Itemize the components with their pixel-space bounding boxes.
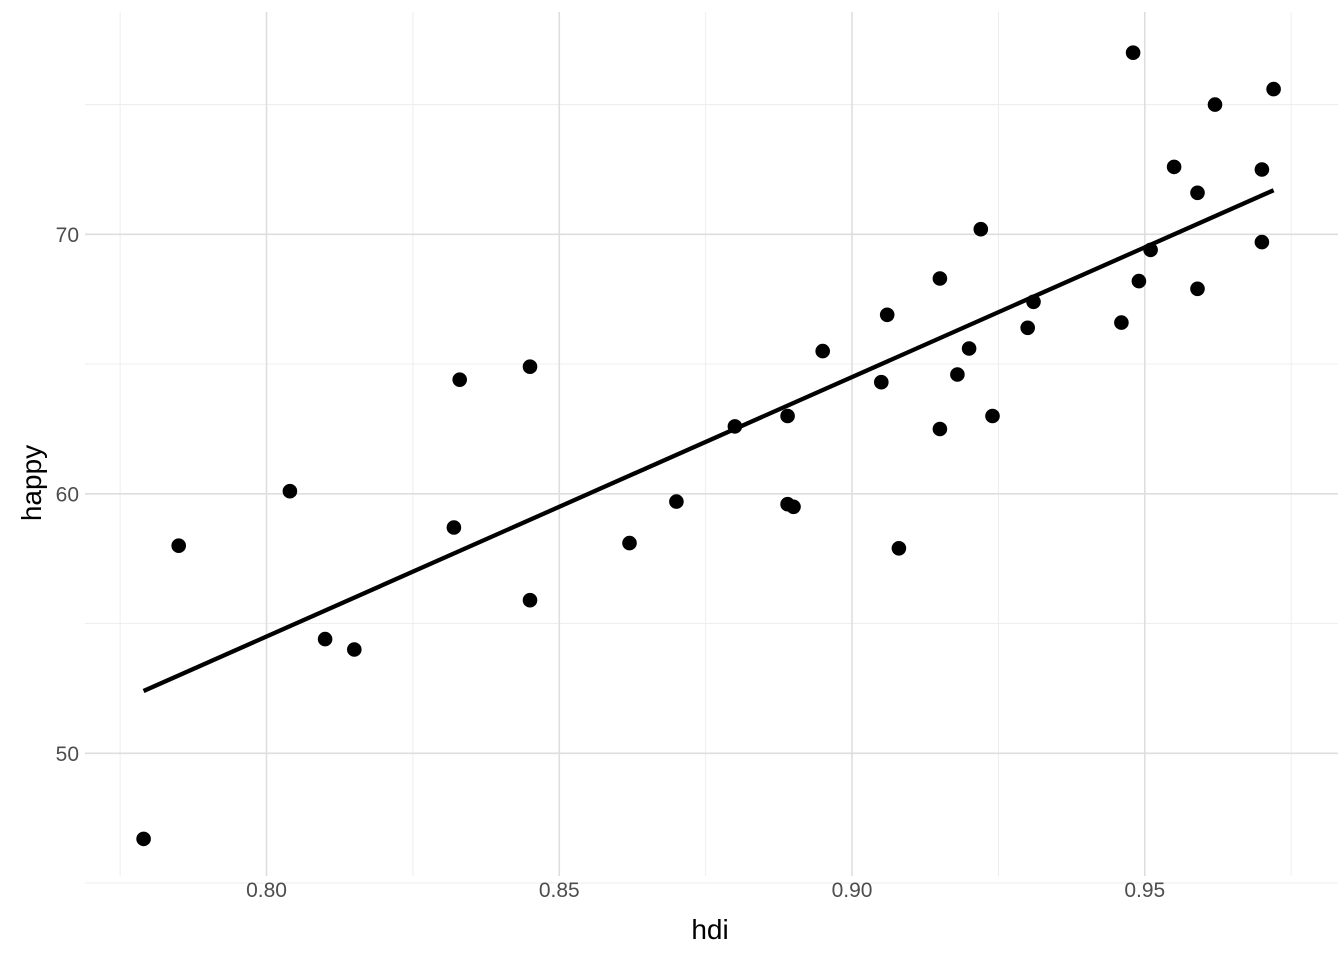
data-point (1254, 234, 1270, 250)
data-point (1190, 185, 1205, 201)
y-tick-label: 60 (56, 483, 79, 506)
y-tick-label: 70 (56, 224, 79, 247)
data-point (727, 419, 743, 434)
data-point (1143, 242, 1158, 258)
data-point (1131, 273, 1147, 289)
x-tick-label: 0.95 (1124, 879, 1165, 902)
data-point (891, 541, 907, 556)
y-tick-label: 50 (56, 743, 79, 766)
data-point (786, 499, 801, 515)
data-point (452, 372, 468, 388)
x-tick-label: 0.85 (539, 879, 580, 902)
x-axis-tick-labels: 0.80 0.85 0.90 0.95 (246, 879, 1165, 902)
data-point (1254, 162, 1270, 177)
trend-line (142, 188, 1275, 693)
x-tick-label: 0.90 (832, 879, 873, 902)
data-point (1125, 45, 1141, 60)
data-point (932, 271, 948, 286)
x-axis-title: hdi (691, 914, 728, 945)
data-point (522, 592, 538, 608)
major-gridlines (85, 12, 1338, 876)
data-point (347, 642, 362, 657)
data-point (446, 520, 462, 535)
data-point (282, 483, 298, 499)
data-point (522, 359, 538, 375)
data-point (973, 221, 989, 237)
data-point (1020, 320, 1035, 336)
data-point (1166, 159, 1182, 175)
data-point (622, 535, 637, 551)
data-point (780, 408, 795, 424)
data-point (815, 343, 830, 359)
y-axis-tick-labels: 50 60 70 (56, 224, 79, 766)
data-point (1266, 81, 1281, 97)
data-point (1114, 315, 1129, 330)
data-point (932, 421, 948, 437)
data-point (985, 408, 1000, 424)
data-point (1190, 281, 1205, 297)
data-point (317, 631, 333, 647)
data-point (874, 374, 889, 390)
y-axis-title: happy (16, 445, 47, 521)
data-point (136, 831, 151, 847)
data-point (950, 367, 965, 382)
data-point (171, 538, 186, 553)
data-points (136, 45, 1281, 847)
data-point (879, 307, 895, 323)
data-point (961, 341, 977, 356)
data-point (1207, 97, 1223, 112)
data-point (1026, 294, 1041, 310)
x-tick-label: 0.80 (246, 879, 287, 902)
data-point (669, 494, 684, 509)
